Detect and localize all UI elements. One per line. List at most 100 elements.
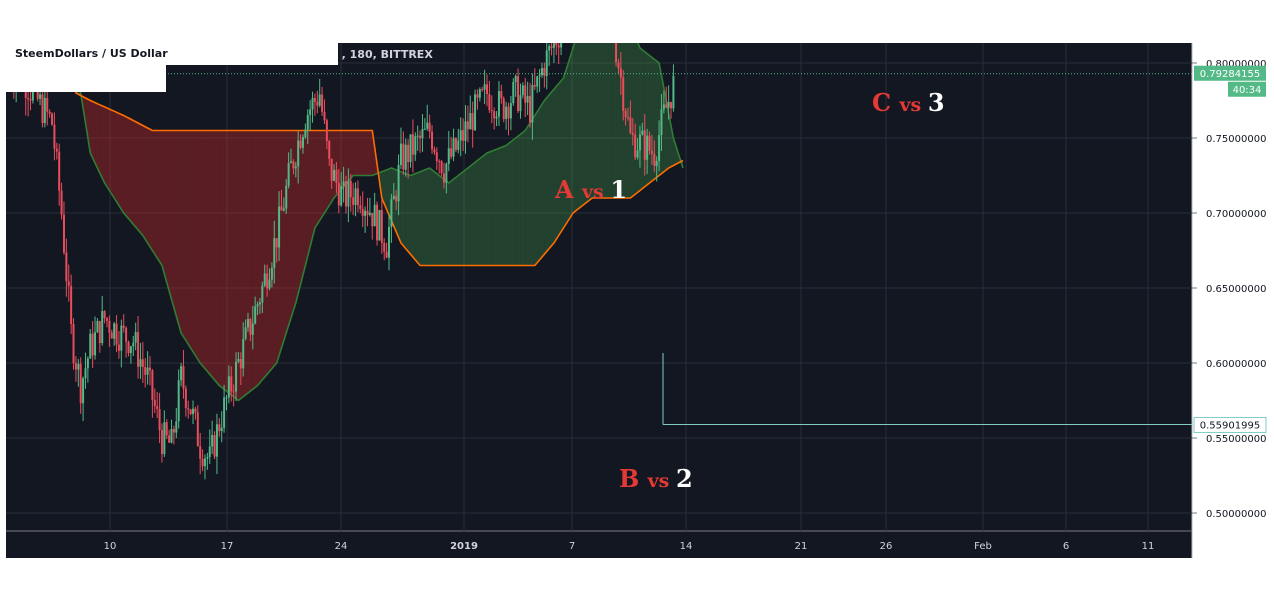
cloud-segment xyxy=(295,130,301,303)
candle-body xyxy=(141,359,144,367)
time-tick-label: 14 xyxy=(680,541,693,552)
candle-body xyxy=(555,43,558,46)
candle-body xyxy=(419,135,422,139)
cloud-segment xyxy=(190,130,196,356)
cloud-segment xyxy=(133,120,139,230)
price-tick-label: 0.65000000 xyxy=(1206,284,1266,295)
candle-body xyxy=(292,161,295,169)
candle-body xyxy=(220,427,223,432)
candle-body xyxy=(79,363,82,404)
candle-body xyxy=(122,325,125,328)
cloud-segment xyxy=(338,130,344,193)
candle-body xyxy=(313,98,316,102)
candle-body xyxy=(466,121,469,130)
cloud-segment xyxy=(195,130,201,363)
candle-body xyxy=(469,113,472,130)
plot-background xyxy=(6,43,1192,531)
candle-body xyxy=(517,75,520,112)
candle-body xyxy=(321,94,324,112)
candle-body xyxy=(239,359,242,369)
candle-body xyxy=(507,106,510,119)
candle-body xyxy=(435,152,438,162)
candle-body xyxy=(509,103,512,119)
candle-body xyxy=(94,332,97,356)
cloud-segment xyxy=(424,168,430,266)
cloud-segment xyxy=(544,94,550,255)
candle-body xyxy=(447,148,450,164)
candle-body xyxy=(266,273,269,289)
candle-body xyxy=(531,85,534,123)
cloud-segment xyxy=(90,100,96,163)
candle-body xyxy=(488,94,491,111)
candle-body xyxy=(560,43,563,48)
candle-body xyxy=(490,110,493,112)
candle-body xyxy=(82,378,85,404)
price-tick-label: 0.80000000 xyxy=(1206,59,1266,70)
cloud-segment xyxy=(573,43,578,213)
cloud-segment xyxy=(224,130,229,393)
cloud-segment xyxy=(515,134,521,266)
redaction-box-2 xyxy=(6,65,166,92)
cloud-segment xyxy=(616,43,621,198)
candle-body xyxy=(397,164,400,202)
candle-body xyxy=(402,143,405,170)
chart-area[interactable]: 1.100000001.050000001.000000000.95000000… xyxy=(6,43,1268,558)
candle-body xyxy=(431,131,434,150)
current-price-box xyxy=(1194,65,1266,81)
candle-body xyxy=(237,359,240,362)
cloud-segment xyxy=(501,145,507,266)
candle-body xyxy=(201,458,204,467)
candle-body xyxy=(655,160,658,166)
candle-body xyxy=(31,86,34,101)
candle-body xyxy=(359,205,362,209)
candle-body xyxy=(98,321,101,344)
cloud-segment xyxy=(281,130,287,348)
candle-body xyxy=(629,117,632,133)
candle-body xyxy=(105,318,108,321)
cloud-segment xyxy=(482,153,487,266)
cloud-segment xyxy=(673,138,679,166)
candle-body xyxy=(421,128,424,139)
candle-body xyxy=(96,321,99,333)
cloud-segment xyxy=(601,43,607,198)
candle-body xyxy=(223,397,226,428)
candle-body xyxy=(182,366,185,389)
candle-body xyxy=(409,134,412,163)
countdown-label: 40:34 xyxy=(1233,85,1262,96)
candle-body xyxy=(454,138,457,150)
candle-body xyxy=(247,319,249,328)
cloud-segment xyxy=(286,130,292,333)
candle-body xyxy=(352,197,355,205)
price-axis[interactable]: 1.100000001.050000001.000000000.95000000… xyxy=(1192,43,1266,520)
candle-body xyxy=(356,188,359,206)
annotation-a: A vs 1 xyxy=(554,175,627,204)
candle-body xyxy=(378,210,381,241)
cloud-segment xyxy=(415,171,421,266)
candle-body xyxy=(335,169,338,184)
cloud-segment xyxy=(434,171,440,266)
annotation-letter: B xyxy=(619,464,648,493)
cloud-segment xyxy=(429,168,435,266)
cloud-segment xyxy=(391,168,397,232)
candle-body xyxy=(287,163,290,186)
cloud-segment xyxy=(611,43,617,198)
candle-body xyxy=(55,148,58,152)
cloud-segment xyxy=(644,51,650,187)
current-price-label: 0.79284155 xyxy=(1200,69,1260,80)
candle-body xyxy=(497,91,500,117)
cloud-segment xyxy=(291,130,296,318)
candle-body xyxy=(168,435,171,443)
cloud-segment xyxy=(171,130,177,317)
cloud-segment xyxy=(558,78,564,236)
cloud-segment xyxy=(563,63,569,228)
cloud-segment xyxy=(305,130,311,266)
chart-svg[interactable]: 1.100000001.050000001.000000000.95000000… xyxy=(6,43,1268,558)
time-axis[interactable]: 10 17 24 2019 7 14 21 26 Feb 6 11 xyxy=(104,541,1155,552)
candle-body xyxy=(495,116,498,119)
candle-body xyxy=(211,435,214,447)
candle-body xyxy=(653,153,656,166)
candle-body xyxy=(120,325,123,351)
annotations: A vs 1 B vs 2 C vs 3 xyxy=(554,88,945,493)
cloud-segment xyxy=(448,179,454,266)
cloud-segment xyxy=(549,89,554,249)
